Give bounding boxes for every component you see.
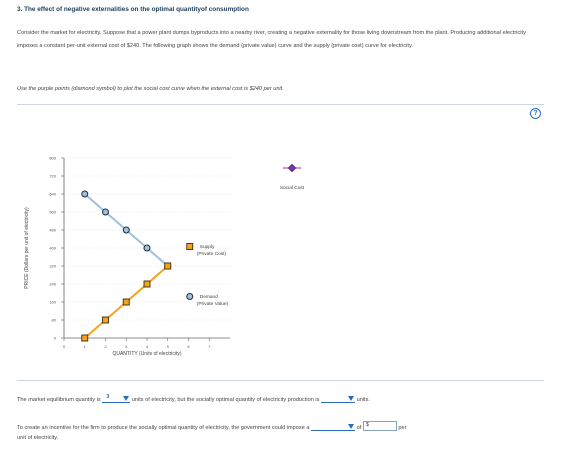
y-axis-label: PRICE (Dollars per unit of electricity)	[24, 207, 30, 289]
q1-middle: units of electricity, but the socially o…	[131, 397, 320, 403]
y-tick-label: 720	[49, 174, 56, 179]
supply-point	[143, 280, 151, 288]
divider	[17, 380, 544, 381]
x-tick-label: 1	[84, 344, 87, 349]
policy-type-dropdown[interactable]	[311, 422, 356, 431]
demand-point	[102, 208, 109, 216]
question-1: The market equilibrium quantity is 3 uni…	[17, 394, 370, 403]
equilibrium-quantity-dropdown[interactable]: 3	[102, 394, 131, 403]
q2-per: per	[398, 425, 407, 431]
amount-input[interactable]: $	[362, 421, 397, 431]
question-2: To create an incentive for the firm to p…	[17, 421, 407, 431]
y-tick-label: 240	[49, 282, 56, 287]
page-title: 3. The effect of negative externalities …	[17, 6, 249, 13]
legend-sublabel: (Private Value)	[197, 301, 229, 307]
chevron-down-icon	[348, 396, 355, 401]
q1-prefix: The market equilibrium quantity is	[17, 397, 101, 403]
x-tick-label: 7	[208, 344, 211, 349]
y-tick-label: 560	[49, 210, 56, 215]
social-cost-diamond-tool[interactable]	[287, 163, 297, 173]
y-tick-label: 320	[49, 264, 56, 269]
dollar-sign: $	[365, 422, 369, 428]
x-tick-label: 6	[187, 344, 190, 349]
intro-text: Consider the market for electricity. Sup…	[17, 30, 526, 49]
x-tick-label: 4	[146, 344, 149, 349]
supply-legend-marker	[186, 243, 194, 250]
social-cost-tool-label[interactable]: Social Cost	[280, 185, 305, 191]
demand-point	[81, 190, 89, 198]
legend-label: Demand	[200, 294, 218, 300]
chevron-down-icon	[348, 424, 355, 429]
y-tick-label: 800	[49, 156, 56, 161]
supply-point	[102, 316, 109, 324]
y-tick-label: 640	[49, 192, 56, 197]
demand-legend-marker	[186, 293, 194, 300]
x-tick-label: 5	[167, 344, 170, 349]
y-tick-label: 400	[49, 246, 56, 251]
y-tick-label: 160	[49, 300, 56, 305]
equilibrium-quantity-value: 3	[106, 394, 110, 400]
x-tick-label: 0	[63, 344, 66, 349]
divider	[17, 104, 544, 105]
q2-prefix: To create an incentive for the firm to p…	[17, 425, 310, 431]
q1-suffix: units.	[356, 397, 370, 403]
legend-label: Supply	[200, 244, 215, 250]
q2-line2: unit of electricity.	[17, 435, 59, 441]
y-tick-label: 0	[54, 336, 57, 341]
supply-point	[81, 334, 89, 342]
supply-point	[164, 262, 172, 270]
demand-point	[122, 226, 130, 234]
x-axis-label: QUANTITY (Units of electricity)	[112, 351, 181, 357]
x-tick-label: 2	[104, 344, 107, 349]
graph-panel: 0 80 160 240 320 400 480 560 640 720 800 0 1 2 3 4 5 6 7 QU…	[17, 122, 544, 377]
supply-point	[122, 298, 130, 306]
legend-sublabel: (Private Cost)	[197, 251, 227, 257]
x-tick-label: 3	[125, 344, 128, 349]
chart-svg: 0 80 160 240 320 400 480 560 640 720 800 0 1 2 3 4 5 6 7 QU…	[24, 156, 305, 358]
chevron-down-icon	[123, 396, 130, 401]
y-tick-label: 80	[52, 318, 57, 323]
instruction-text: Use the purple points (diamond symbol) t…	[17, 86, 284, 92]
help-icon[interactable]: ?	[530, 108, 541, 119]
y-tick-label: 480	[49, 228, 56, 233]
demand-point	[143, 244, 151, 252]
optimal-quantity-dropdown[interactable]	[321, 394, 356, 403]
q2-of: of	[356, 425, 362, 431]
